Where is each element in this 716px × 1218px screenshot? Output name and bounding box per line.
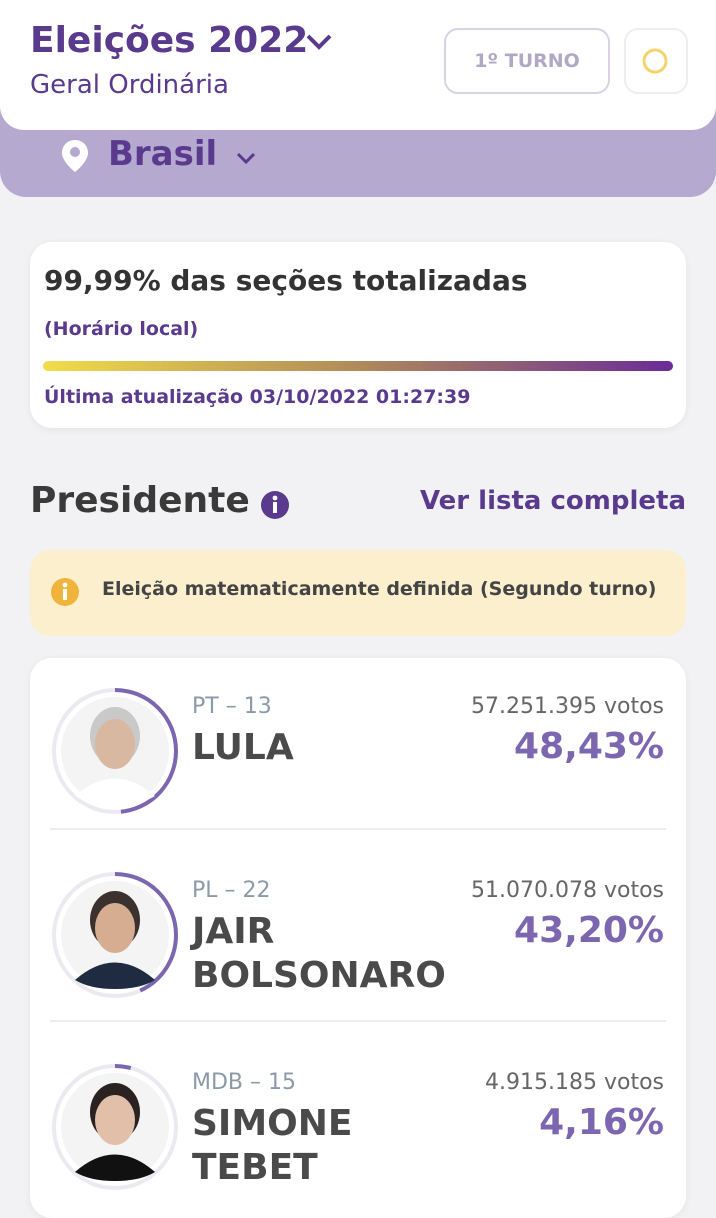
alert-icon	[51, 578, 79, 606]
candidate-party: MDB – 15	[192, 1070, 296, 1095]
header: Eleições 2022 Geral Ordinária 1º TURNO	[0, 0, 716, 130]
ring-arc	[52, 688, 178, 814]
candidates-card: PT – 13 LULA 57.251.395 votos 48,43% PL – 22…	[30, 658, 686, 1218]
divider	[50, 828, 666, 830]
divider	[50, 1020, 666, 1022]
alert: Eleição matematicamente definida (Segund…	[30, 550, 686, 636]
full-list-link[interactable]: Ver lista completa	[419, 486, 686, 516]
photo-face	[95, 1095, 135, 1145]
candidate-percent: 4,16%	[539, 1102, 664, 1143]
status-button[interactable]	[624, 28, 688, 94]
candidate-party: PT – 13	[192, 694, 272, 719]
subtitle: Geral Ordinária	[30, 70, 229, 100]
location[interactable]: Brasil	[108, 134, 218, 174]
ring-arc	[52, 872, 178, 998]
candidate-party: PL – 22	[192, 878, 271, 903]
photo-body	[75, 778, 155, 805]
status-title: 99,99% das seções totalizadas	[44, 264, 528, 297]
photo-face	[95, 903, 135, 953]
ring-arc	[52, 1064, 178, 1190]
round-button[interactable]: 1º TURNO	[444, 28, 610, 94]
candidate-ring	[52, 872, 178, 998]
alert-text: Eleição matematicamente definida (Segund…	[102, 578, 657, 600]
candidate-name: SIMONE TEBET	[192, 1103, 353, 1188]
section-title: Presidente	[30, 480, 250, 521]
info-icon[interactable]	[260, 490, 290, 520]
candidate-votes: 4.915.185 votos	[485, 1070, 664, 1095]
candidate-ring	[52, 1064, 178, 1190]
photo-body	[75, 1154, 155, 1181]
progress-bar	[43, 361, 673, 371]
candidate-percent: 43,20%	[514, 910, 664, 951]
photo-body	[75, 962, 155, 989]
title[interactable]: Eleições 2022	[30, 20, 309, 61]
candidate-ring	[52, 688, 178, 814]
photo-face	[95, 719, 135, 769]
status-note: (Horário local)	[44, 318, 199, 340]
status-card: 99,99% das seções totalizadas (Horário l…	[30, 242, 686, 428]
chevron	[236, 152, 256, 165]
status-updated: Última atualização 03/10/2022 01:27:39	[44, 386, 471, 408]
chevron	[306, 34, 332, 50]
candidate-name: JAIR BOLSONARO	[192, 911, 446, 996]
pin-icon	[62, 140, 88, 172]
candidate-votes: 51.070.078 votos	[471, 878, 664, 903]
candidate-votes: 57.251.395 votos	[471, 694, 664, 719]
candidate-name: LULA	[192, 727, 294, 768]
candidate-percent: 48,43%	[514, 726, 664, 767]
